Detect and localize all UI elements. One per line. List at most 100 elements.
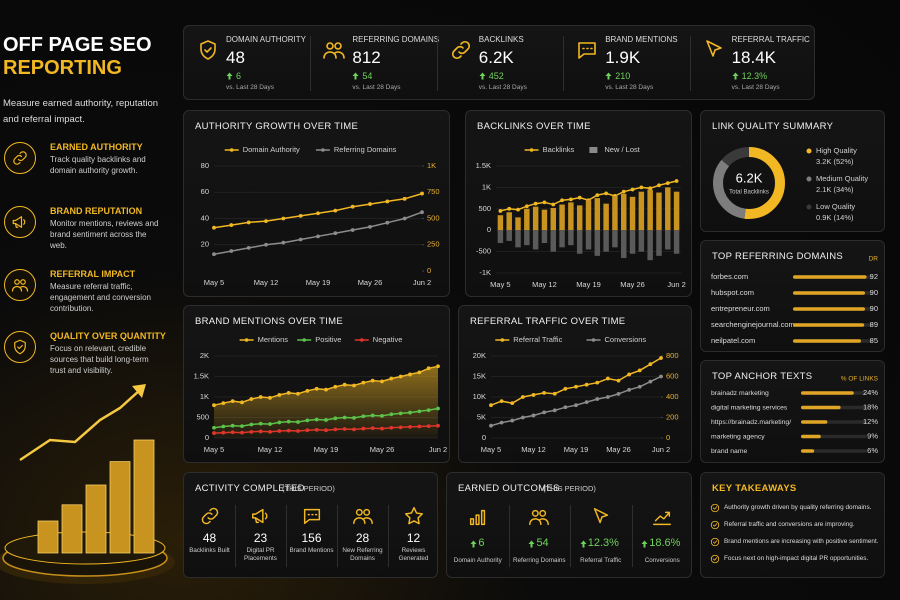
row-label: entrepreneur.com: [711, 304, 770, 313]
row-label: https://brainadz.marketing/: [711, 419, 791, 426]
bar: [647, 189, 653, 231]
kpi-period: vs. Last 28 Days: [478, 84, 527, 91]
divider: [235, 505, 236, 567]
y2-tick-label: 600: [666, 371, 679, 380]
point: [417, 424, 422, 429]
row-label: marketing agency: [711, 433, 765, 440]
legend-dot: [591, 338, 596, 342]
x-tick-label: Jun 2: [413, 278, 431, 287]
value-label: 90: [870, 304, 878, 313]
point: [212, 403, 216, 408]
point: [552, 408, 557, 413]
bar: [497, 215, 504, 231]
bar: [559, 230, 565, 248]
legend-label: Medium Quality: [816, 174, 868, 183]
icon-shape: [13, 339, 26, 354]
point: [542, 410, 547, 415]
arrow-shape: [605, 72, 612, 80]
point: [531, 393, 536, 397]
arrow-shape: [479, 72, 486, 80]
icon: [469, 509, 485, 526]
y-tick-label: -1K: [479, 268, 491, 277]
point: [361, 414, 366, 419]
bar: [638, 230, 645, 252]
kpi-change: 12.3%: [741, 71, 768, 81]
legend-label: Conversions: [605, 335, 647, 344]
legend-label: Backlinks: [543, 145, 575, 154]
icon: [11, 278, 28, 292]
point: [316, 234, 320, 239]
outcome-row: 6: [447, 537, 509, 551]
bar: [603, 230, 609, 252]
icon: [12, 215, 25, 228]
decor-bar: [133, 439, 155, 554]
outcome-label: Referring Domains: [513, 557, 566, 564]
point: [268, 429, 272, 434]
point: [281, 240, 286, 245]
kpi-period: vs. Last 28 Days: [352, 84, 401, 91]
legend-label: Domain Authority: [243, 145, 300, 154]
x-tick-label: May 12: [521, 445, 546, 454]
panel-title: AUTHORITY GROWTH OVER TIME: [195, 121, 359, 132]
point: [417, 409, 422, 414]
panel-title: TOP REFERRING DOMAINS: [712, 251, 844, 262]
bar: [673, 230, 680, 254]
row-label: hubspot.com: [711, 288, 754, 297]
activity-label: Brand Mentions: [289, 547, 334, 554]
kpi-label: REFERRAL TRAFFIC: [731, 35, 810, 44]
row-label: digital marketing services: [711, 404, 788, 411]
takeaway-text: Focus next on high-impact digital PR opp…: [724, 555, 869, 562]
bar: [801, 405, 841, 410]
y-tick-label: 0: [205, 433, 209, 442]
point: [584, 400, 589, 405]
point: [333, 384, 338, 389]
point: [333, 416, 338, 421]
x-tick-label: May 5: [481, 445, 501, 454]
point: [380, 413, 384, 418]
bar: [621, 193, 627, 231]
point: [420, 210, 424, 215]
legend-label: New / Lost: [604, 145, 640, 154]
bar: [515, 217, 521, 231]
panel-title: REFERRAL TRAFFIC OVER TIME: [470, 316, 626, 327]
y-tick-label: 10K: [473, 392, 486, 401]
y-tick-label: 0: [487, 225, 491, 234]
divider: [436, 36, 438, 91]
point: [212, 425, 216, 430]
bar: [568, 230, 574, 246]
bar: [541, 230, 548, 244]
y-tick-label: 80: [201, 161, 209, 170]
x-tick-label: May 26: [370, 445, 395, 454]
icon-shape: [12, 215, 25, 228]
bar: [576, 205, 583, 231]
point: [560, 198, 564, 203]
up-arrow: [605, 72, 612, 80]
decor-bar: [37, 520, 59, 554]
point: [665, 181, 670, 186]
icon: [200, 40, 216, 60]
icon: [12, 150, 27, 165]
bar: [524, 208, 530, 231]
feature-title: QUALITY OVER QUANTITY: [50, 331, 166, 341]
point: [659, 356, 663, 360]
row-label: forbes.com: [711, 272, 748, 281]
x-tick-label: May 19: [314, 445, 339, 454]
point: [408, 372, 412, 377]
point: [648, 186, 653, 191]
icon-shape: [11, 278, 28, 292]
point: [604, 191, 609, 196]
point: [595, 380, 600, 385]
bar: [793, 275, 867, 279]
point: [627, 387, 632, 392]
backlinks-panel: BACKLINKS OVER TIME -1K -500 0 500 1K 1.5K May …: [465, 110, 692, 297]
point: [333, 208, 338, 213]
arrow-shape: [226, 72, 233, 80]
kpi-label: DOMAIN AUTHORITY: [226, 35, 307, 44]
point: [389, 412, 394, 417]
icon-shape: [710, 520, 720, 530]
point: [230, 430, 235, 435]
point: [542, 200, 547, 205]
point: [298, 213, 303, 218]
point: [605, 395, 610, 399]
point: [212, 252, 216, 257]
